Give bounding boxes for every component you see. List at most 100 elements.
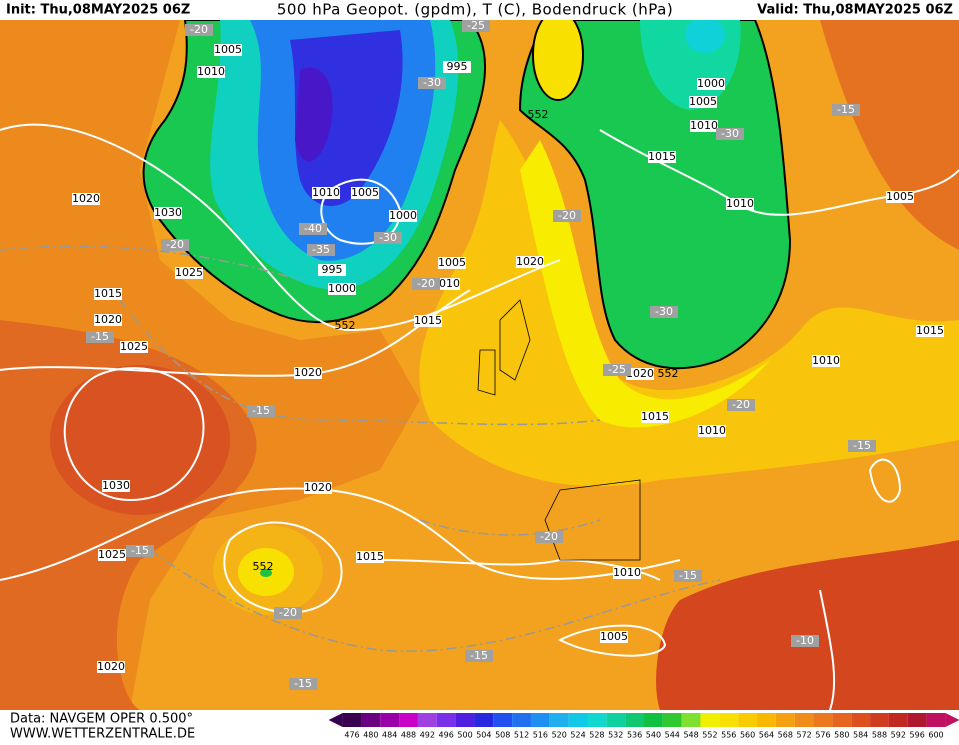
scale-label: 548	[683, 731, 698, 740]
temperature-label: -15	[294, 677, 312, 690]
isobar-label-box	[328, 283, 356, 295]
scale-box	[794, 713, 814, 727]
isobar-label-box	[120, 341, 148, 353]
isobar-label-box	[726, 198, 754, 210]
map-title: 500 hPa Geopot. (gpdm), T (C), Bodendruc…	[277, 1, 673, 19]
temperature-label-box	[418, 77, 446, 89]
isobar-label-box	[516, 256, 544, 268]
isobar-label: 1025	[175, 266, 203, 279]
trough-area	[518, 19, 792, 370]
temperature-label: -10	[796, 634, 814, 647]
scale-label: 556	[721, 731, 736, 740]
scale-box	[851, 713, 871, 727]
temperature-label-box	[126, 545, 154, 557]
temperature-label: -30	[423, 76, 441, 89]
scale-box	[662, 713, 682, 727]
isobar-label: 1015	[641, 410, 669, 423]
scale-label: 484	[382, 731, 397, 740]
scale-box	[888, 713, 908, 727]
isobar-label-box	[294, 367, 322, 379]
scale-label: 532	[608, 731, 623, 740]
scale-label: 528	[589, 731, 604, 740]
temperature-label-box	[247, 405, 275, 417]
isobar-label: 1025	[98, 548, 126, 561]
isobar-label-box	[312, 187, 340, 199]
low-area	[260, 569, 272, 577]
isobar-label-box	[690, 120, 718, 132]
isobar-label: 1010	[698, 424, 726, 437]
temperature-label-box	[412, 278, 440, 290]
isobar-label: 1020	[97, 660, 125, 673]
scale-label: 576	[815, 731, 830, 740]
temperature-label-box	[848, 440, 876, 452]
temperature-label-box	[727, 399, 755, 411]
scale-label: 520	[552, 731, 567, 740]
scale-box	[644, 713, 663, 727]
isobar-label: 995	[447, 60, 468, 73]
isobar-label: 1020	[516, 255, 544, 268]
warm-area	[656, 540, 959, 710]
isobar-label: 1015	[648, 150, 676, 163]
isotherm	[0, 245, 301, 281]
scale-label: 496	[439, 731, 454, 740]
isobar-label: 1005	[600, 630, 628, 643]
isobar-label: 1015	[356, 550, 384, 563]
isobar-label-box	[916, 325, 944, 337]
scale-box	[625, 713, 644, 727]
scale-box	[775, 713, 795, 727]
scale-box	[681, 713, 701, 727]
temperature-label: -15	[131, 544, 149, 557]
site: WWW.WETTERZENTRALE.DE	[10, 727, 195, 742]
scale-box	[757, 713, 776, 727]
isobar-label-box	[443, 61, 471, 73]
scale-box	[568, 713, 588, 727]
height-label: 552	[253, 560, 274, 573]
scale-label: 564	[759, 731, 774, 740]
temperature-label: -15	[679, 569, 697, 582]
scale-box	[342, 713, 362, 727]
isobar-label-box	[600, 631, 628, 643]
isobar-label-box	[318, 264, 346, 276]
temperature-label: -15	[853, 439, 871, 452]
isobar-label-box	[414, 315, 442, 327]
scale-box	[907, 713, 927, 727]
isobar-label-box	[812, 355, 840, 367]
scale-box	[813, 713, 833, 727]
isobar-label: 1005	[214, 43, 242, 56]
ridge-area	[532, 9, 584, 101]
scale-label: 488	[401, 731, 416, 740]
scale-label: 516	[533, 731, 548, 740]
temperature-label-box	[374, 232, 402, 244]
isobar-label-box	[214, 44, 242, 56]
isobar-label: 1010	[613, 566, 641, 579]
scale-label: 508	[495, 731, 510, 740]
temperature-label: -25	[608, 363, 626, 376]
scale-box	[455, 713, 475, 727]
header-bar	[0, 0, 959, 20]
scale-label: 592	[891, 731, 906, 740]
temperature-label-box	[553, 210, 581, 222]
scale-label: 600	[928, 731, 943, 740]
isobar	[557, 624, 667, 657]
isobar-label: 1000	[389, 209, 417, 222]
isobar-label-box	[641, 411, 669, 423]
isobar-label-box	[697, 78, 725, 90]
temperature-label-box	[307, 244, 335, 256]
isobar-label-box	[98, 549, 126, 561]
height-label: 552	[335, 319, 356, 332]
isobar	[63, 367, 205, 502]
isobar-label: 1005	[886, 190, 914, 203]
scale-box	[493, 713, 513, 727]
isobar-label: 1025	[120, 340, 148, 353]
temperature-label-box	[674, 570, 702, 582]
isobar-label: 1005	[351, 186, 379, 199]
scale-box	[530, 713, 550, 727]
isobar	[819, 589, 836, 711]
height-label: 552	[658, 367, 679, 380]
temperature-label: -40	[304, 222, 322, 235]
scale-label: 596	[910, 731, 925, 740]
scale-box	[417, 713, 437, 727]
temperature-label: -20	[540, 530, 558, 543]
temperature-label: -35	[312, 243, 330, 256]
